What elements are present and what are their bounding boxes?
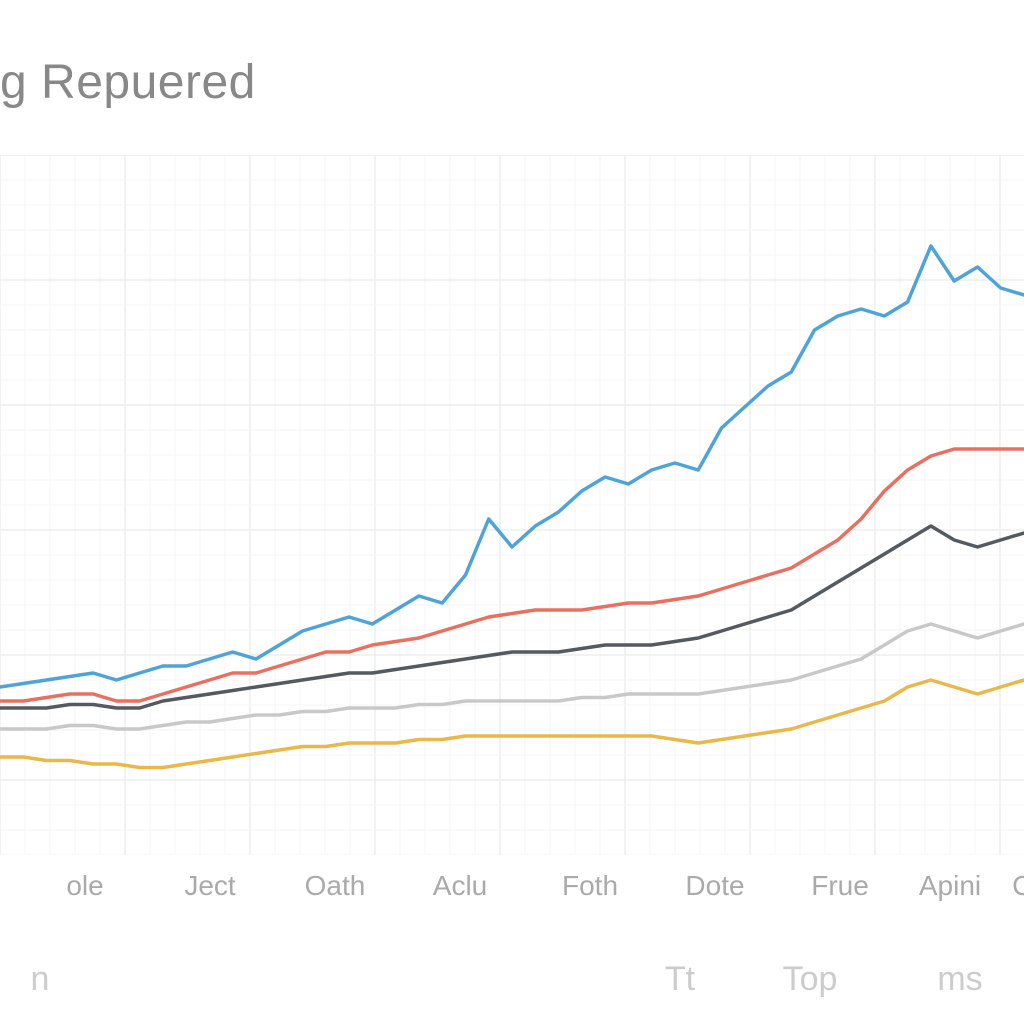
footer-label: ms (937, 960, 982, 999)
chart-title: g Repuered (0, 55, 256, 110)
x-tick-label: Ject (184, 870, 235, 902)
line-chart: g Repuered ole Ject Oath Aclu Foth Dote Frue Ap… (0, 0, 1024, 1024)
x-tick-label: Apini (919, 870, 981, 902)
footer-label: n (31, 960, 50, 999)
series-gray (0, 624, 1024, 729)
x-tick-label: ole (66, 870, 103, 902)
x-tick-label: Foth (562, 870, 618, 902)
plot-area (0, 155, 1024, 855)
footer-label: Top (783, 960, 838, 999)
x-tick-label: Aclu (433, 870, 487, 902)
footer-label: Tt (665, 960, 695, 999)
series-dark (0, 526, 1024, 708)
series-blue (0, 246, 1024, 687)
x-tick-label: Dote (685, 870, 744, 902)
x-axis-labels: ole Ject Oath Aclu Foth Dote Frue Apini Co (0, 870, 1024, 910)
x-tick-label: Oath (305, 870, 366, 902)
series-red (0, 449, 1024, 701)
footer-labels: n Tt Top ms (0, 960, 1024, 1010)
x-tick-label: Co (1012, 870, 1024, 902)
series-yellow (0, 680, 1024, 768)
x-tick-label: Frue (811, 870, 869, 902)
chart-lines (0, 155, 1024, 855)
